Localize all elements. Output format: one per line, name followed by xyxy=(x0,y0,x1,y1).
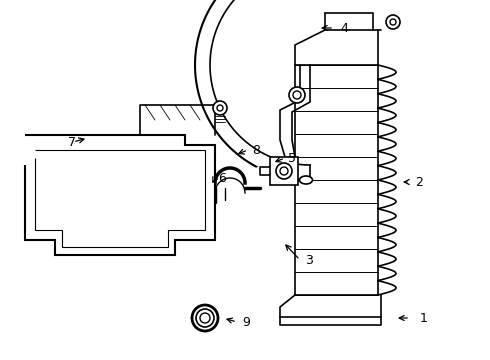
Circle shape xyxy=(196,309,214,327)
Text: 5: 5 xyxy=(288,152,296,165)
Text: 1: 1 xyxy=(420,311,428,324)
Circle shape xyxy=(192,305,218,331)
Polygon shape xyxy=(25,135,215,255)
Text: 2: 2 xyxy=(415,175,423,189)
Circle shape xyxy=(213,101,227,115)
Bar xyxy=(270,157,298,185)
Text: 7: 7 xyxy=(68,135,76,148)
Text: 6: 6 xyxy=(218,171,226,184)
Circle shape xyxy=(276,163,292,179)
Text: 4: 4 xyxy=(340,22,348,35)
Text: 9: 9 xyxy=(242,315,250,328)
Ellipse shape xyxy=(196,177,214,193)
Bar xyxy=(202,172,208,177)
Ellipse shape xyxy=(299,176,313,184)
Text: 8: 8 xyxy=(252,144,260,157)
Circle shape xyxy=(199,179,211,191)
Bar xyxy=(295,65,378,295)
Circle shape xyxy=(289,87,305,103)
Text: 3: 3 xyxy=(305,253,313,266)
